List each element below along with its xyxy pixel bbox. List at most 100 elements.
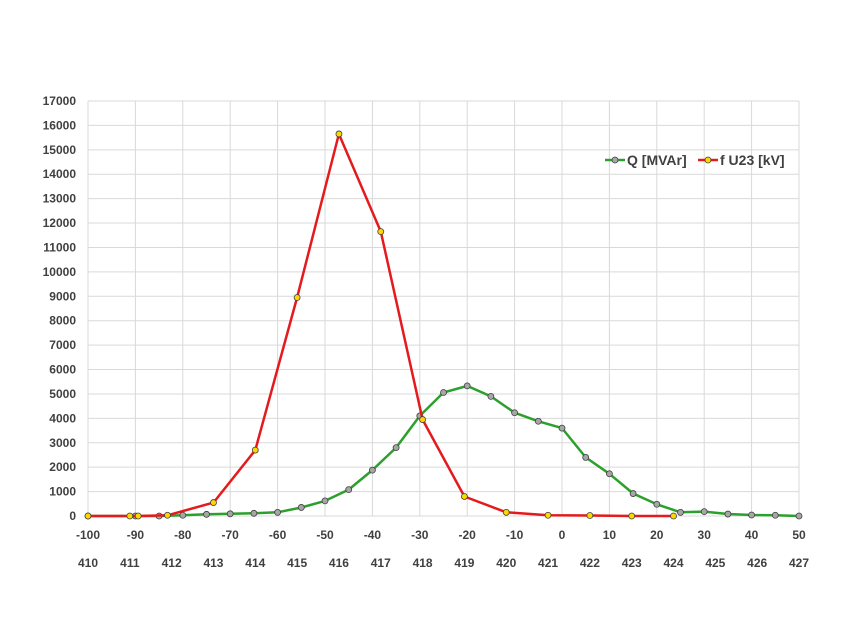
data-point — [203, 510, 210, 518]
data-point — [226, 510, 234, 518]
y-tick-label: 9000 — [49, 289, 76, 303]
x-axis-primary-tick-labels: -100 -90 -80 -70 -60 -50 -40 -30 -20 -10 0 10 20 30 40… — [76, 528, 806, 542]
x-primary-tick-label: -100 — [76, 528, 100, 542]
legend-entry: f U23 [kV] — [698, 152, 785, 168]
x-primary-tick-label: -70 — [222, 528, 240, 542]
x-primary-tick-label: -30 — [411, 528, 429, 542]
data-point — [463, 382, 471, 390]
y-tick-label: 16000 — [43, 118, 77, 132]
data-point — [392, 444, 400, 452]
data-point — [164, 511, 171, 519]
data-point — [274, 508, 282, 516]
x-primary-tick-label: 0 — [559, 528, 566, 542]
y-tick-label: 0 — [69, 509, 76, 523]
series-line — [88, 132, 674, 518]
y-tick-label: 6000 — [49, 363, 76, 377]
data-point — [586, 512, 594, 519]
x-secondary-tick-label: 424 — [664, 556, 684, 570]
x-secondary-tick-label: 412 — [162, 556, 182, 570]
data-point — [293, 294, 301, 301]
x-primary-tick-label: -80 — [174, 528, 192, 542]
x-secondary-tick-label: 422 — [580, 556, 600, 570]
data-point — [321, 497, 329, 505]
x-axis-secondary-tick-labels: 410 411 412 413 414 415 416 417 418 419 420 421 422 4… — [78, 556, 809, 570]
data-point — [724, 510, 732, 518]
x-secondary-tick-label: 418 — [413, 556, 433, 570]
data-point — [795, 512, 803, 520]
y-tick-label: 13000 — [43, 192, 77, 206]
x-primary-tick-label: 50 — [792, 528, 806, 542]
y-tick-label: 5000 — [49, 387, 76, 401]
x-secondary-tick-label: 426 — [747, 556, 767, 570]
x-secondary-tick-label: 425 — [705, 556, 725, 570]
data-point — [628, 512, 636, 520]
gridlines — [87, 100, 800, 517]
x-secondary-tick-label: 417 — [371, 556, 391, 570]
x-secondary-tick-label: 415 — [287, 556, 307, 570]
x-secondary-tick-label: 423 — [622, 556, 642, 570]
data-point — [126, 512, 134, 520]
data-point — [677, 508, 684, 516]
data-point — [748, 511, 755, 519]
data-point — [251, 446, 259, 454]
data-point — [377, 228, 385, 236]
x-primary-tick-label: -20 — [459, 528, 477, 542]
data-point — [487, 392, 495, 400]
x-primary-tick-label: 30 — [698, 528, 712, 542]
y-tick-label: 14000 — [43, 167, 77, 181]
data-point — [544, 511, 552, 519]
x-secondary-tick-label: 420 — [496, 556, 516, 570]
data-point — [134, 512, 142, 520]
y-tick-label: 4000 — [49, 411, 76, 425]
x-secondary-tick-label: 411 — [120, 556, 140, 570]
data-point — [606, 470, 613, 478]
legend: Q [MVAr] f U23 [kV] — [605, 152, 785, 168]
legend-label: Q [MVAr] — [627, 152, 687, 168]
series-layer — [84, 130, 803, 520]
data-point — [511, 409, 518, 417]
y-tick-label: 17000 — [43, 94, 77, 108]
data-point — [771, 511, 779, 519]
data-point — [250, 509, 258, 517]
y-tick-label: 10000 — [43, 265, 77, 279]
y-tick-label: 12000 — [43, 216, 77, 230]
data-point — [440, 389, 447, 396]
data-point — [297, 504, 305, 511]
y-tick-label: 8000 — [49, 314, 76, 328]
x-secondary-tick-label: 414 — [245, 556, 265, 570]
data-point — [368, 466, 376, 474]
legend-entry: Q [MVAr] — [605, 152, 687, 168]
legend-swatch-marker — [704, 156, 712, 164]
x-primary-tick-label: -90 — [127, 528, 145, 542]
y-tick-label: 1000 — [49, 485, 76, 499]
x-primary-tick-label: -60 — [269, 528, 287, 542]
data-point — [335, 130, 343, 138]
y-tick-label: 7000 — [49, 338, 76, 352]
series-f-u23-kv — [84, 130, 677, 520]
data-point — [582, 454, 590, 461]
data-point — [210, 499, 217, 506]
y-tick-label: 3000 — [49, 436, 76, 450]
x-primary-tick-label: 20 — [650, 528, 664, 542]
x-primary-tick-label: -10 — [506, 528, 524, 542]
data-point — [700, 508, 708, 516]
data-point — [653, 500, 661, 508]
x-secondary-tick-label: 427 — [789, 556, 809, 570]
y-tick-label: 2000 — [49, 460, 76, 474]
x-secondary-tick-label: 416 — [329, 556, 349, 570]
series-line — [88, 384, 800, 518]
data-point — [179, 511, 187, 519]
data-point — [534, 417, 542, 425]
data-point — [461, 493, 468, 500]
x-primary-tick-label: 40 — [745, 528, 759, 542]
x-secondary-tick-label: 421 — [538, 556, 558, 570]
data-point — [558, 424, 566, 432]
data-point — [345, 486, 353, 494]
data-point — [670, 512, 677, 520]
y-tick-label: 15000 — [43, 143, 77, 157]
data-point — [629, 490, 637, 497]
x-secondary-tick-label: 410 — [78, 556, 98, 570]
y-tick-label: 11000 — [43, 240, 76, 254]
